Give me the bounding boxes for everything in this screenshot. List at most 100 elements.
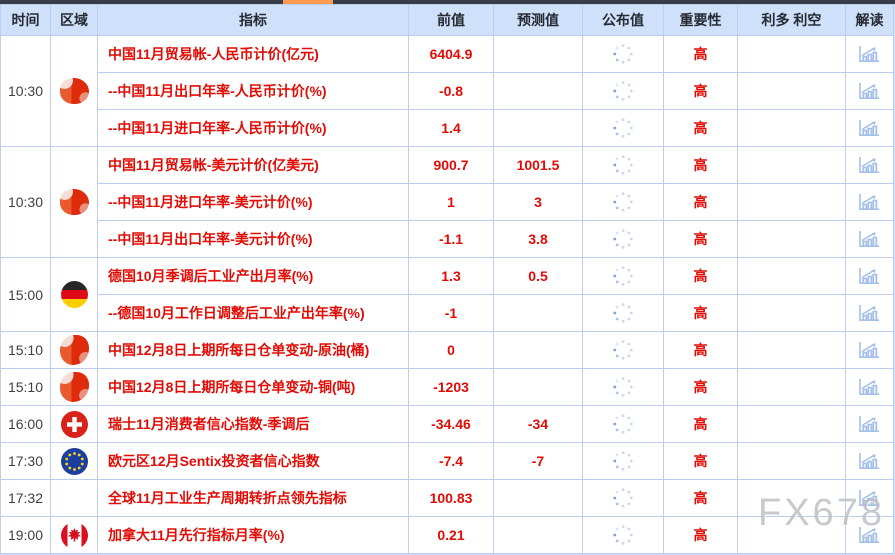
region-cell <box>50 35 98 147</box>
indicator-link[interactable]: 中国11月贸易帐-人民币计价(亿元) <box>97 35 409 73</box>
previous-value: 0.21 <box>408 516 494 554</box>
previous-value: -1203 <box>408 368 494 406</box>
time-cell: 15:10 <box>0 331 51 369</box>
previous-value: 900.7 <box>408 146 494 184</box>
forecast-value: -34 <box>493 405 583 443</box>
indicator-link[interactable]: 欧元区12月Sentix投资者信心指数 <box>97 442 409 480</box>
table-row: 15:10 中国12月8日上期所每日仓单变动-原油(桶) 0 高 <box>0 331 894 369</box>
bias-cell <box>737 442 846 480</box>
chart-trend-icon[interactable] <box>858 156 881 174</box>
read-cell <box>845 35 894 73</box>
previous-value: 1.3 <box>408 257 494 295</box>
forecast-value <box>493 331 583 369</box>
bias-cell <box>737 368 846 406</box>
chart-trend-icon[interactable] <box>858 119 881 137</box>
col-header-importance: 重要性 <box>663 4 738 36</box>
importance-badge: 高 <box>663 331 738 369</box>
chart-trend-icon[interactable] <box>858 415 881 433</box>
forecast-value: -7 <box>493 442 583 480</box>
published-cell <box>582 257 664 295</box>
read-cell <box>845 516 894 554</box>
published-cell <box>582 516 664 554</box>
previous-value: -0.8 <box>408 72 494 110</box>
read-cell <box>845 368 894 406</box>
chart-trend-icon[interactable] <box>858 341 881 359</box>
indicator-link[interactable]: 全球11月工业生产周期转折点领先指标 <box>97 479 409 517</box>
col-header-previous: 前值 <box>408 4 494 36</box>
loading-spinner-icon <box>613 229 633 249</box>
loading-spinner-icon <box>613 192 633 212</box>
region-cell <box>50 368 98 406</box>
published-cell <box>582 368 664 406</box>
bias-cell <box>737 405 846 443</box>
time-cell: 15:10 <box>0 368 51 406</box>
previous-value: -7.4 <box>408 442 494 480</box>
indicator-link[interactable]: --中国11月进口年率-人民币计价(%) <box>97 109 409 147</box>
read-cell <box>845 405 894 443</box>
previous-value: -34.46 <box>408 405 494 443</box>
canada-flag-icon <box>61 522 88 549</box>
time-cell: 17:32 <box>0 479 51 517</box>
previous-value: -1 <box>408 294 494 332</box>
indicator-link[interactable]: 中国11月贸易帐-美元计价(亿美元) <box>97 146 409 184</box>
indicator-link[interactable]: 德国10月季调后工业产出月率(%) <box>97 257 409 295</box>
chart-trend-icon[interactable] <box>858 193 881 211</box>
chart-trend-icon[interactable] <box>858 526 881 544</box>
read-cell <box>845 442 894 480</box>
china-flag-icon <box>59 189 89 215</box>
indicator-link[interactable]: 中国12月8日上期所每日仓单变动-铜(吨) <box>97 368 409 406</box>
forecast-value: 0.5 <box>493 257 583 295</box>
importance-badge: 高 <box>663 220 738 258</box>
indicator-link[interactable]: --中国11月进口年率-美元计价(%) <box>97 183 409 221</box>
col-header-indicator: 指标 <box>97 4 409 36</box>
table-row: --中国11月出口年率-人民币计价(%) -0.8 高 <box>1 72 894 110</box>
chart-trend-icon[interactable] <box>858 304 881 322</box>
indicator-link[interactable]: --中国11月出口年率-人民币计价(%) <box>97 72 409 110</box>
chart-trend-icon[interactable] <box>858 45 881 63</box>
col-header-forecast: 预测值 <box>493 4 583 36</box>
indicator-link[interactable]: 中国12月8日上期所每日仓单变动-原油(桶) <box>97 331 409 369</box>
chart-trend-icon[interactable] <box>858 489 881 507</box>
table-row: 16:00 瑞士11月消费者信心指数-季调后 -34.46 -34 高 <box>0 405 894 443</box>
bias-cell <box>737 146 846 184</box>
indicator-link[interactable]: --德国10月工作日调整后工业产出年率(%) <box>97 294 409 332</box>
importance-badge: 高 <box>663 442 738 480</box>
time-cell: 16:00 <box>0 405 51 443</box>
scrollbar-thumb[interactable] <box>283 0 333 4</box>
chart-trend-icon[interactable] <box>858 378 881 396</box>
loading-spinner-icon <box>613 81 633 101</box>
china-flag-icon <box>59 372 89 402</box>
published-cell <box>582 146 664 184</box>
table-row: --德国10月工作日调整后工业产出年率(%) -1 高 <box>1 294 894 332</box>
col-header-published: 公布值 <box>582 4 664 36</box>
eu-flag-icon <box>60 447 88 475</box>
region-cell <box>50 516 98 554</box>
time-cell: 19:00 <box>0 516 51 554</box>
forecast-value <box>493 368 583 406</box>
forecast-value <box>493 294 583 332</box>
bias-cell <box>737 35 846 73</box>
switzerland-flag-icon <box>60 410 88 438</box>
table-row: --中国11月进口年率-人民币计价(%) 1.4 高 <box>1 109 894 147</box>
loading-spinner-icon <box>613 303 633 323</box>
chart-trend-icon[interactable] <box>858 82 881 100</box>
forecast-value <box>493 35 583 73</box>
importance-badge: 高 <box>663 516 738 554</box>
importance-badge: 高 <box>663 257 738 295</box>
chart-trend-icon[interactable] <box>858 230 881 248</box>
chart-trend-icon[interactable] <box>858 452 881 470</box>
importance-badge: 高 <box>663 405 738 443</box>
indicator-link[interactable]: --中国11月出口年率-美元计价(%) <box>97 220 409 258</box>
importance-badge: 高 <box>663 183 738 221</box>
importance-badge: 高 <box>663 35 738 73</box>
chart-trend-icon[interactable] <box>858 267 881 285</box>
indicator-link[interactable]: 瑞士11月消费者信心指数-季调后 <box>97 405 409 443</box>
indicator-link[interactable]: 加拿大11月先行指标月率(%) <box>97 516 409 554</box>
importance-badge: 高 <box>663 72 738 110</box>
forecast-value <box>493 72 583 110</box>
bias-cell <box>737 183 846 221</box>
forecast-value: 3.8 <box>493 220 583 258</box>
forecast-value: 3 <box>493 183 583 221</box>
time-cell: 10:30 <box>0 35 51 147</box>
loading-spinner-icon <box>613 44 633 64</box>
